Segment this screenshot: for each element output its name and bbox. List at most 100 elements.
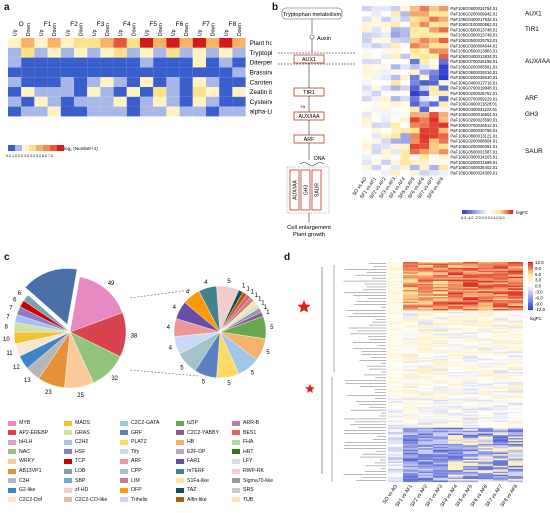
heatmap-cell [508,370,523,373]
gene-group-outline [286,166,330,214]
heatmap-cell [508,449,523,452]
legend-swatch [528,293,533,295]
heatmap-cell [403,452,418,455]
heatmap-cell [410,165,420,171]
legend-swatch [176,478,184,484]
heatmap-cell [429,59,439,65]
heatmap-cell [362,112,372,118]
heatmap-cell [463,278,478,280]
heatmap-cell [463,306,478,308]
heatmap-cell [403,417,418,420]
heatmap-cell [493,421,508,424]
legend-swatch [232,497,240,503]
heatmap-cell [508,320,523,323]
heatmap-cell [493,405,508,408]
heatmap-cell [388,432,403,434]
heatmap-cell [371,154,382,160]
heatmap-cell [493,335,508,337]
legend-tick: -6.0 [535,295,543,300]
heatmap-cell [418,366,433,368]
heatmap-cell [418,333,433,336]
legend-swatch [528,299,533,301]
heatmap-cell [508,448,523,450]
heatmap-cell [448,424,463,427]
heatmap-cell [403,382,418,384]
heatmap-cell [87,87,101,97]
gene-box-label: GH3 [304,185,310,196]
heatmap-cell [433,449,448,452]
heatmap-cell [433,270,448,273]
heatmap-cell [371,69,382,75]
right-pie-label: 5 [227,279,231,285]
heatmap-cell [493,427,508,430]
heatmap-cell [403,352,418,355]
gene-id: PaF106G0400011828.01 [450,102,497,107]
gene-id: PaF106G0100000562.01 [450,22,498,27]
heatmap-cell [403,355,418,358]
heatmap-cell [390,64,401,70]
heatmap-cell [438,59,449,65]
heatmap-cell [463,326,478,329]
heatmap-cell [463,389,478,392]
heatmap-cell [478,433,493,436]
heatmap-cell [403,345,418,348]
heatmap-cell [463,452,478,455]
heatmap-cell [508,269,523,271]
legend-item: C3H [8,478,29,484]
heatmap-cell [433,430,448,433]
heatmap-cell [478,402,493,405]
heatmap-cell [388,443,403,446]
heatmap-cell [87,96,101,107]
legend-item: HSF [64,449,85,455]
heatmap-cell [390,159,401,165]
heatmap-cell [463,266,478,268]
heatmap-cell [429,6,439,12]
heatmap-cell [493,423,508,425]
heatmap-cell [448,414,463,417]
heatmap-cell [493,418,508,421]
heatmap-cell [87,106,101,117]
heatmap-cell [478,474,493,477]
heatmap-cell [362,154,372,160]
heatmap-cell [508,480,523,483]
heatmap-cell [508,436,523,439]
heatmap-cell [508,294,523,296]
heatmap-cell [410,21,420,28]
legend-item: HRT [232,449,254,455]
heatmap-cell [8,38,22,48]
heatmap-cell [478,352,493,355]
gene-box [300,169,311,211]
heatmap-cell [493,285,508,288]
heatmap-cell [418,294,433,296]
heatmap-cell [388,279,403,282]
heatmap-cell [418,325,433,327]
heatmap-cell [8,57,22,68]
left-pie-label: 32 [111,376,118,382]
heatmap-cell [403,330,418,333]
heatmap-cell [493,284,508,286]
heatmap-cell [418,316,433,318]
heatmap-cell [390,133,401,139]
heatmap-cell [403,445,418,447]
heatmap-cell [463,355,478,358]
heatmap-cell [493,476,508,478]
heatmap-cell [400,48,410,54]
legend-item: SBP [64,478,85,484]
gene-id: PaF106G0200026752.01 [450,91,498,96]
heatmap-cell [493,304,508,307]
heatmap-cell [433,398,448,400]
heatmap-cell [433,294,448,296]
heatmap-cell [388,416,403,418]
heatmap-cell [429,53,439,59]
heatmap-cell [508,329,523,332]
heatmap-cell [448,316,463,318]
legend-tick: 9.0 [535,266,542,271]
heatmap-cell [433,279,448,282]
heatmap-cell [463,460,478,462]
heatmap-cell [448,282,463,285]
heatmap-cell [371,112,382,118]
heatmap-cell [410,96,420,102]
heatmap-cell [433,281,448,283]
heatmap-cell [478,439,493,442]
heatmap-cell [493,445,508,447]
